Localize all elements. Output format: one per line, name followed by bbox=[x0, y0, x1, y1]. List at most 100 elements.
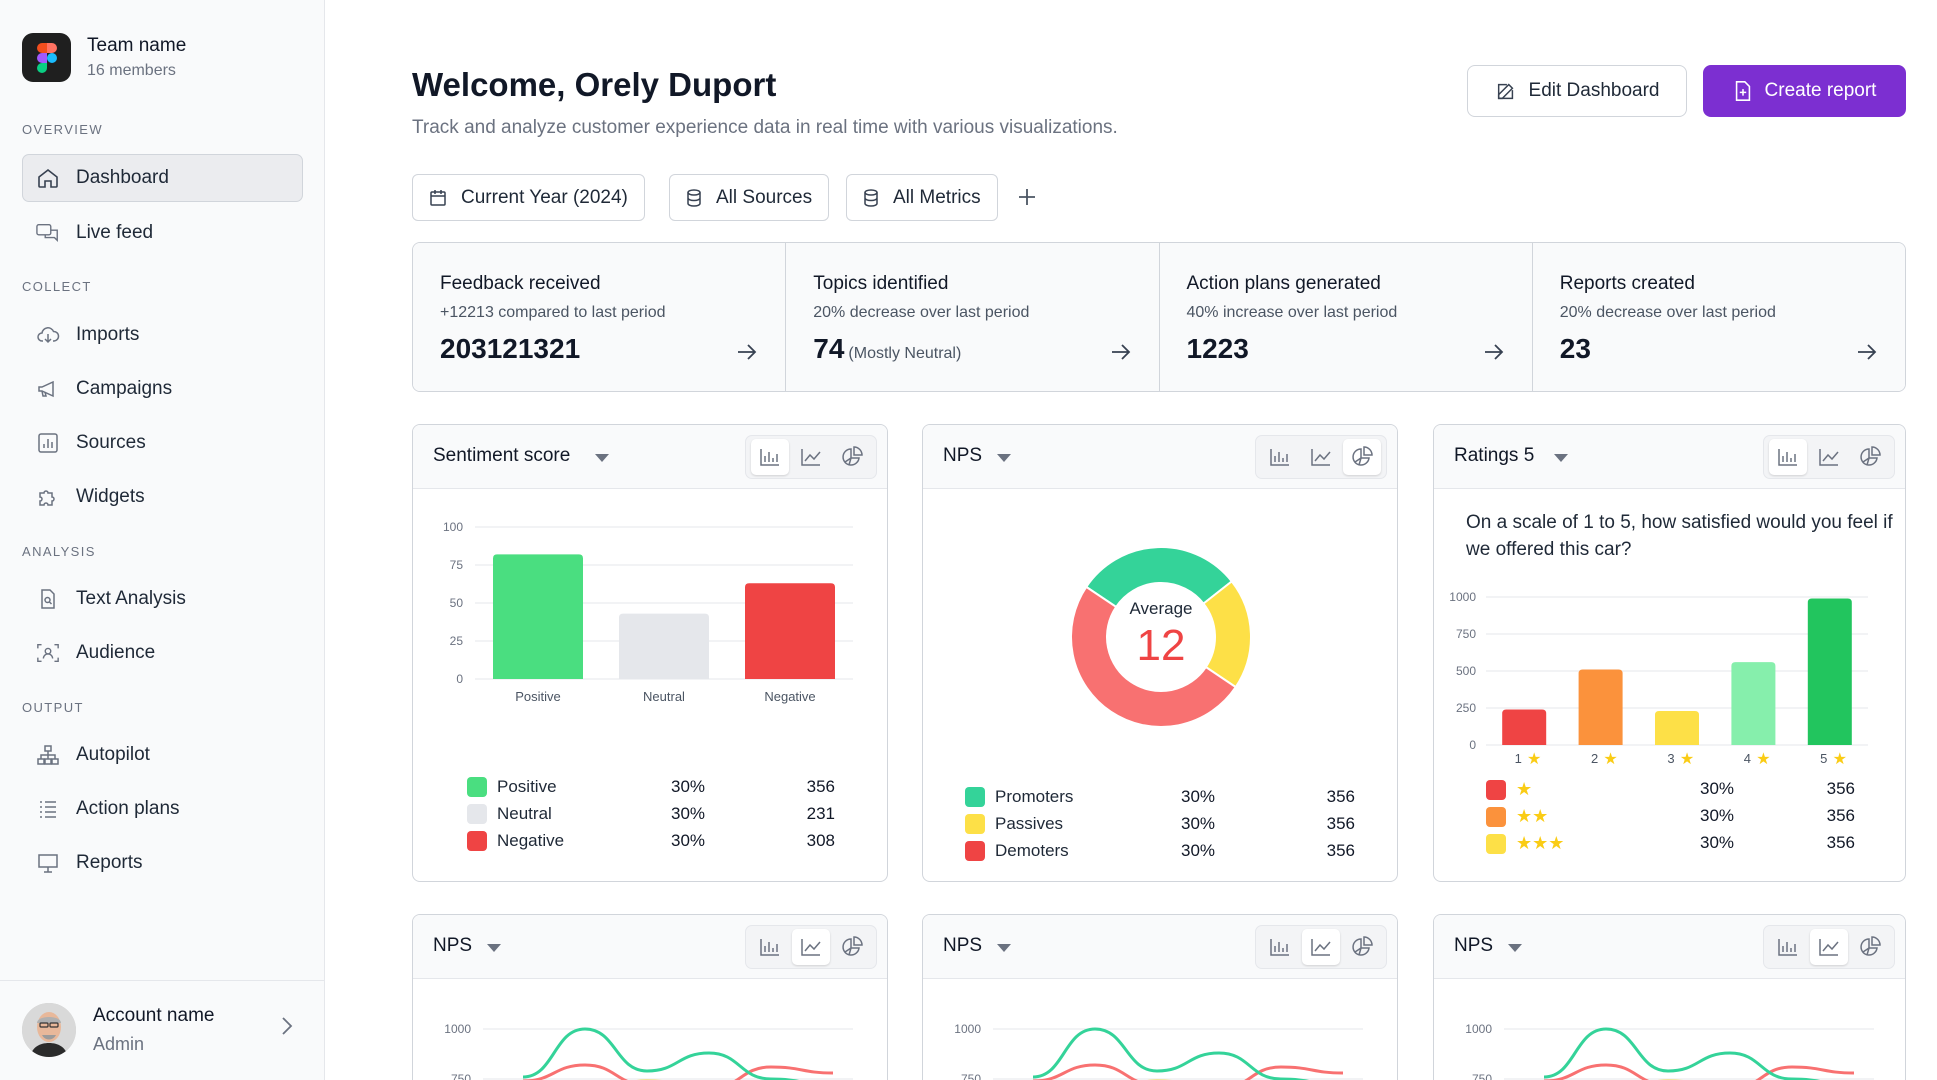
nps-line-card-2: NPS 1000 750 bbox=[922, 914, 1398, 1080]
sidebar-item-label: Action plans bbox=[76, 798, 180, 819]
kpi-value: 203121321 bbox=[440, 333, 581, 364]
y-tick-label: 100 bbox=[443, 520, 463, 534]
bar-chart-icon[interactable] bbox=[1261, 929, 1299, 965]
bar-chart-icon[interactable] bbox=[751, 929, 789, 965]
sentiment-score-card: Sentiment score 100 75 50 25 0 Positive Neutra… bbox=[412, 424, 888, 882]
edit-dashboard-button[interactable]: Edit Dashboard bbox=[1467, 65, 1687, 117]
team-switcher[interactable]: Team name 16 members bbox=[22, 33, 186, 82]
legend-pct: 30% bbox=[1181, 841, 1216, 860]
filter-metrics[interactable]: All Metrics bbox=[846, 174, 998, 221]
filter-label: All Sources bbox=[716, 186, 813, 208]
legend-label: Passives bbox=[995, 814, 1064, 833]
chevron-right-icon[interactable] bbox=[280, 1015, 294, 1042]
sidebar-item-action-plans[interactable]: Action plans bbox=[22, 785, 303, 833]
bar-chart-icon[interactable] bbox=[1768, 439, 1807, 475]
caret-down-icon[interactable] bbox=[595, 454, 609, 462]
kpi-feedback-received[interactable]: Feedback received +12213 compared to las… bbox=[413, 243, 787, 391]
star-icon: ★★★ bbox=[1516, 833, 1565, 853]
legend-count: 356 bbox=[1326, 814, 1355, 833]
caret-down-icon[interactable] bbox=[997, 944, 1011, 952]
team-members: 16 members bbox=[87, 62, 176, 79]
sidebar-item-dashboard[interactable]: Dashboard bbox=[22, 154, 303, 202]
line-chart-icon[interactable] bbox=[1810, 439, 1848, 475]
caret-down-icon[interactable] bbox=[1508, 944, 1522, 952]
kpi-subtitle: +12213 compared to last period bbox=[440, 304, 666, 321]
bar-chart-icon[interactable] bbox=[750, 439, 789, 475]
kpi-topics-identified[interactable]: Topics identified 20% decrease over last… bbox=[786, 243, 1160, 391]
sidebar-item-sources[interactable]: Sources bbox=[22, 419, 303, 467]
legend-pct: 30% bbox=[1181, 787, 1216, 806]
sidebar-item-text-analysis[interactable]: Text Analysis bbox=[22, 575, 303, 623]
filter-sources[interactable]: All Sources bbox=[669, 174, 830, 221]
line-chart-icon[interactable] bbox=[1302, 439, 1340, 475]
caret-down-icon[interactable] bbox=[487, 944, 501, 952]
kpi-action-plans-generated[interactable]: Action plans generated 40% increase over… bbox=[1159, 243, 1533, 391]
sidebar-item-reports[interactable]: Reports bbox=[22, 839, 303, 887]
megaphone-icon bbox=[36, 377, 60, 401]
legend-1-star: ★ bbox=[1486, 779, 1532, 800]
pie-chart-icon[interactable] bbox=[1343, 439, 1382, 475]
sidebar-item-autopilot[interactable]: Autopilot bbox=[22, 731, 303, 779]
bar-chart-icon[interactable] bbox=[1769, 929, 1807, 965]
legend-pct: 30% bbox=[1700, 833, 1735, 852]
y-tick-label: 750 bbox=[1456, 627, 1476, 641]
line-chart-icon[interactable] bbox=[792, 439, 830, 475]
arrow-right-icon[interactable] bbox=[736, 343, 758, 366]
pie-chart-icon[interactable] bbox=[1851, 439, 1889, 475]
line-chart-icon[interactable] bbox=[791, 929, 830, 965]
pie-chart-icon[interactable] bbox=[833, 439, 871, 475]
avatar bbox=[22, 1003, 76, 1057]
y-tick-label: 0 bbox=[1469, 738, 1476, 752]
kpi-reports-created[interactable]: Reports created 20% decrease over last p… bbox=[1532, 243, 1905, 391]
x-tick-label: Negative bbox=[764, 689, 815, 704]
sidebar-item-label: Sources bbox=[76, 432, 146, 453]
x-tick-label: 2 bbox=[1591, 751, 1598, 765]
sentiment-bar-chart: 100 75 50 25 0 Positive Neutral Negative bbox=[443, 520, 853, 704]
chart-type-switch bbox=[1255, 435, 1387, 479]
database-icon bbox=[687, 188, 701, 207]
chart-type-switch bbox=[745, 925, 877, 969]
legend-pct: 30% bbox=[671, 804, 706, 823]
pie-chart-icon[interactable] bbox=[1851, 929, 1889, 965]
arrow-right-icon[interactable] bbox=[1856, 343, 1878, 366]
create-report-button[interactable]: Create report bbox=[1703, 65, 1906, 117]
caret-down-icon[interactable] bbox=[997, 454, 1011, 462]
sidebar-item-campaigns[interactable]: Campaigns bbox=[22, 365, 303, 413]
pie-chart-icon[interactable] bbox=[1343, 929, 1381, 965]
sidebar-item-widgets[interactable]: Widgets bbox=[22, 473, 303, 521]
bar bbox=[1807, 598, 1852, 745]
sidebar-item-live-feed[interactable]: Live feed bbox=[22, 209, 303, 257]
pie-chart-icon[interactable] bbox=[833, 929, 871, 965]
legend-count: 356 bbox=[806, 777, 835, 796]
donut-slice bbox=[1070, 585, 1238, 728]
bar-chart-icon[interactable] bbox=[1261, 439, 1299, 475]
sidebar-item-audience[interactable]: Audience bbox=[22, 629, 303, 677]
legend-count: 356 bbox=[1826, 833, 1855, 852]
legend-pct: 30% bbox=[671, 831, 706, 850]
legend-count: 231 bbox=[806, 804, 835, 823]
x-tick-label: 3 bbox=[1667, 751, 1674, 765]
line-chart-icon[interactable] bbox=[1301, 929, 1340, 965]
account-menu[interactable]: Account name Admin bbox=[0, 980, 325, 1080]
arrow-right-icon[interactable] bbox=[1110, 343, 1132, 366]
add-filter-button[interactable] bbox=[1016, 186, 1038, 211]
x-tick-label: 4 bbox=[1744, 751, 1751, 765]
card-header: NPS bbox=[1434, 915, 1905, 979]
legend-promoters: Promoters bbox=[965, 787, 1073, 807]
ratings-card: Ratings 5 On a scale of 1 to 5, how sati… bbox=[1433, 424, 1906, 882]
donut-center-value: 12 bbox=[1136, 621, 1186, 670]
legend-neutral: Neutral bbox=[467, 804, 552, 824]
filter-date-range[interactable]: Current Year (2024) bbox=[412, 174, 645, 221]
legend-swatch bbox=[467, 831, 487, 851]
figma-logo-icon bbox=[22, 33, 71, 82]
document-search-icon bbox=[36, 587, 60, 611]
legend-count: 356 bbox=[1826, 779, 1855, 798]
arrow-right-icon[interactable] bbox=[1483, 343, 1505, 366]
sidebar-item-imports[interactable]: Imports bbox=[22, 311, 303, 359]
caret-down-icon[interactable] bbox=[1554, 454, 1568, 462]
sidebar-item-label: Dashboard bbox=[76, 167, 169, 188]
line-chart-icon[interactable] bbox=[1809, 929, 1848, 965]
nps-line-chart: 1000 750 bbox=[954, 1022, 1363, 1080]
sidebar-item-label: Autopilot bbox=[76, 744, 150, 765]
card-header: Sentiment score bbox=[413, 425, 887, 489]
